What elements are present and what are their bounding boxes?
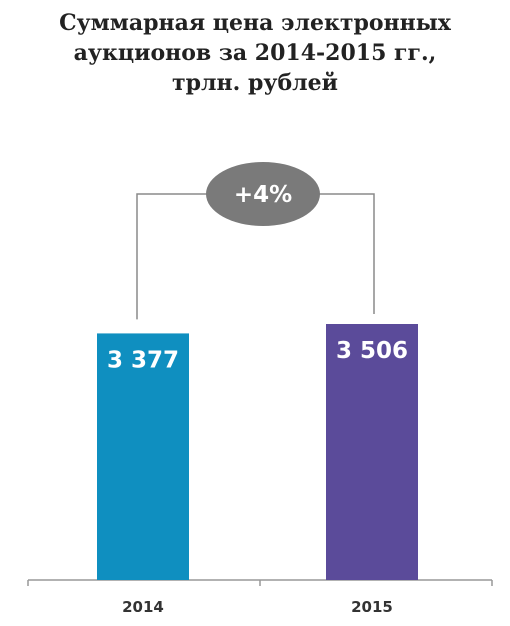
growth-badge bbox=[206, 162, 320, 226]
x-tick-label-2014: 2014 bbox=[122, 598, 164, 616]
chart-title-line-2: аукционов за 2014-2015 гг., bbox=[73, 40, 437, 66]
bar-2015 bbox=[326, 324, 418, 580]
bar-2014 bbox=[97, 333, 189, 580]
x-tick-label-2015: 2015 bbox=[351, 598, 393, 616]
chart-title: Суммарная цена электронных аукционов за … bbox=[0, 8, 510, 98]
growth-badge-label: +4% bbox=[234, 182, 292, 208]
bar-value-label-2015: 3 506 bbox=[336, 338, 408, 364]
chart-title-line-3: трлн. рублей bbox=[172, 70, 338, 96]
chart-title-line-1: Суммарная цена электронных bbox=[59, 10, 451, 36]
bar-value-label-2014: 3 377 bbox=[107, 347, 179, 373]
